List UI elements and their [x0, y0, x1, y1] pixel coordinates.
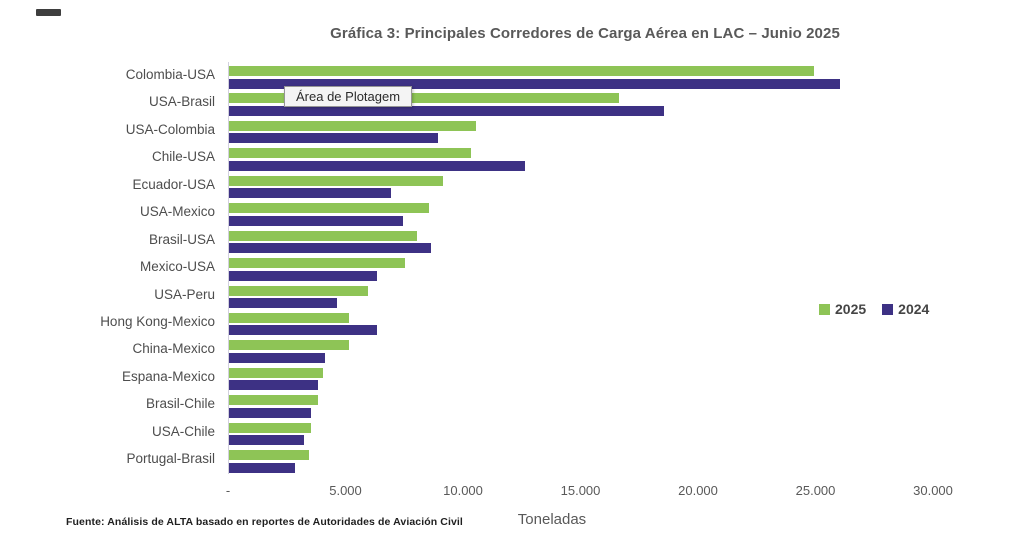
bar-row: Espana-Mexico: [122, 364, 934, 391]
x-axis-title: Toneladas: [517, 511, 587, 528]
corner-mark: [36, 9, 61, 16]
bar-2024: [229, 105, 664, 116]
bar-2025: [229, 395, 319, 406]
bar-2025: [229, 148, 472, 159]
bar-2024: [229, 215, 403, 226]
x-tick-label: 30.000: [913, 483, 953, 498]
bar-2025: [229, 175, 443, 186]
category-label: Mexico-USA: [139, 259, 215, 275]
category-label: Portugal-Brasil: [126, 451, 215, 467]
bar-2025: [229, 258, 406, 269]
bar-2024: [229, 243, 432, 254]
bar-row: USA-Colombia: [126, 117, 934, 144]
bar-2025: [229, 120, 476, 131]
bar-2024: [229, 188, 392, 199]
category-label: Chile-USA: [151, 149, 215, 165]
x-tick-label: -: [225, 483, 231, 498]
bar-row: Mexico-USA: [140, 254, 934, 281]
bar-2025: [229, 422, 312, 433]
category-label: USA-Peru: [154, 286, 215, 302]
legend-swatch-icon: [882, 303, 894, 315]
bar-row: Hong Kong-Mexico: [100, 309, 934, 336]
chart-title: Gráfica 3: Principales Corredores de Car…: [330, 25, 840, 42]
bar-2024: [229, 298, 338, 308]
legend-label: 2025: [835, 301, 867, 317]
category-label: Hong Kong-Mexico: [100, 313, 215, 329]
bar-2025: [229, 367, 323, 378]
bar-row: Colombia-USA: [126, 62, 934, 89]
bar-row: USA-Chile: [152, 419, 934, 446]
bar-2024: [229, 407, 312, 418]
bar-2025: [229, 66, 815, 76]
category-label: Colombia-USA: [125, 67, 215, 82]
bar-row: USA-Peru: [154, 282, 934, 309]
bar-row: USA-Mexico: [140, 199, 934, 226]
bar-2024: [229, 352, 326, 363]
category-label: USA-Colombia: [125, 121, 215, 137]
bar-2024: [229, 160, 526, 171]
bar-2025: [229, 340, 349, 351]
category-label: USA-Mexico: [139, 204, 215, 220]
x-tick-label: 20.000: [678, 483, 718, 498]
x-tick-label: 10.000: [443, 483, 483, 498]
bar-row: Chile-USA: [152, 144, 934, 171]
legend-item-2024: 2024: [882, 301, 929, 317]
x-tick-label: 15.000: [560, 483, 601, 498]
category-label: Brasil-USA: [148, 231, 215, 247]
bar-row: Brasil-Chile: [146, 391, 934, 418]
bar-2025: [229, 285, 368, 296]
x-tick-label: 5.000: [329, 483, 362, 498]
x-axis-ticks: - 5.000 10.000 15.000 20.000 25.000 30.000: [225, 483, 953, 499]
x-tick-label: 25.000: [795, 483, 836, 498]
bar-2025: [229, 203, 429, 214]
category-label: USA-Brasil: [148, 94, 215, 110]
bar-2025: [229, 312, 349, 323]
legend: 2025 2024: [819, 301, 929, 317]
bar-row: USA-Brasil: [149, 89, 934, 116]
category-label: Brasil-Chile: [145, 396, 215, 412]
bar-row: Ecuador-USA: [132, 172, 934, 199]
category-label: China-Mexico: [132, 341, 215, 357]
bar-row: Portugal-Brasil: [126, 446, 934, 473]
bar-2025: [229, 450, 309, 461]
plot-area-tooltip: Área de Plotagem: [284, 86, 413, 107]
category-label: USA-Chile: [151, 423, 215, 439]
bar-2025: [229, 93, 620, 104]
bar-row: Brasil-USA: [149, 227, 934, 254]
category-label: Espana-Mexico: [121, 368, 215, 384]
legend-item-2025: 2025: [819, 301, 866, 317]
bar-rows: Colombia-USA USA-Brasil USA-Colombia Chile-…: [100, 62, 934, 474]
legend-label: 2024: [898, 301, 930, 317]
bar-2024: [229, 462, 295, 473]
bar-2025: [229, 230, 417, 241]
bar-2024: [229, 380, 319, 391]
plot-area: Colombia-USA USA-Brasil USA-Colombia Chile-…: [100, 62, 934, 474]
bar-2024: [229, 78, 840, 89]
bar-row: China-Mexico: [132, 336, 934, 363]
bar-2024: [229, 270, 378, 281]
bar-2024: [229, 133, 439, 144]
bar-2024: [229, 325, 378, 336]
source-note: Fuente: Análisis de ALTA basado en repor…: [66, 516, 463, 528]
bar-2024: [229, 435, 305, 446]
category-label: Ecuador-USA: [132, 176, 215, 192]
legend-swatch-icon: [819, 303, 830, 315]
